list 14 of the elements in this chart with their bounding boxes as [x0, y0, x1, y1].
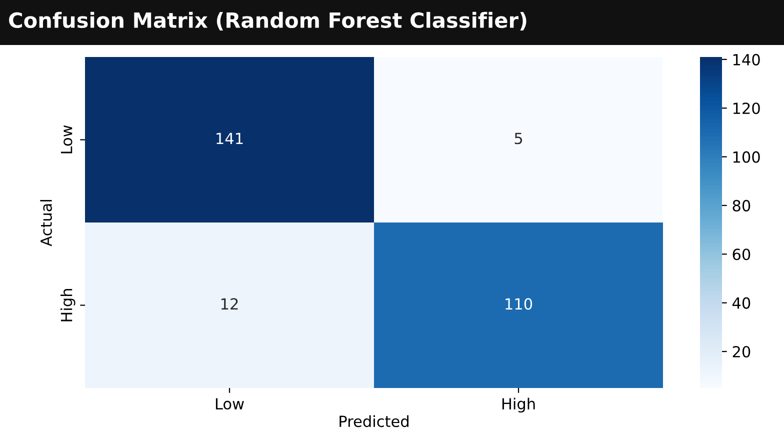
data-label: 12	[221, 298, 238, 310]
color-bar-label: 40	[732, 297, 750, 309]
color-bar-label: 140	[733, 54, 760, 66]
color-bar-label: 120	[733, 102, 760, 114]
color-bar-label: 100	[733, 151, 760, 163]
data-label: 141	[216, 132, 243, 144]
data-label: 110	[506, 298, 532, 310]
color-bar-label: 80	[732, 200, 750, 212]
data-label: 5	[514, 132, 522, 144]
chart-title: Confusion Matrix (Random Forest Classifier)	[9, 12, 526, 30]
color-bar-label: 20	[732, 346, 750, 358]
x-axis-title: Predicted	[340, 415, 408, 428]
color-bar-label: 60	[732, 248, 750, 260]
y-axis-title: Actual	[40, 200, 52, 246]
